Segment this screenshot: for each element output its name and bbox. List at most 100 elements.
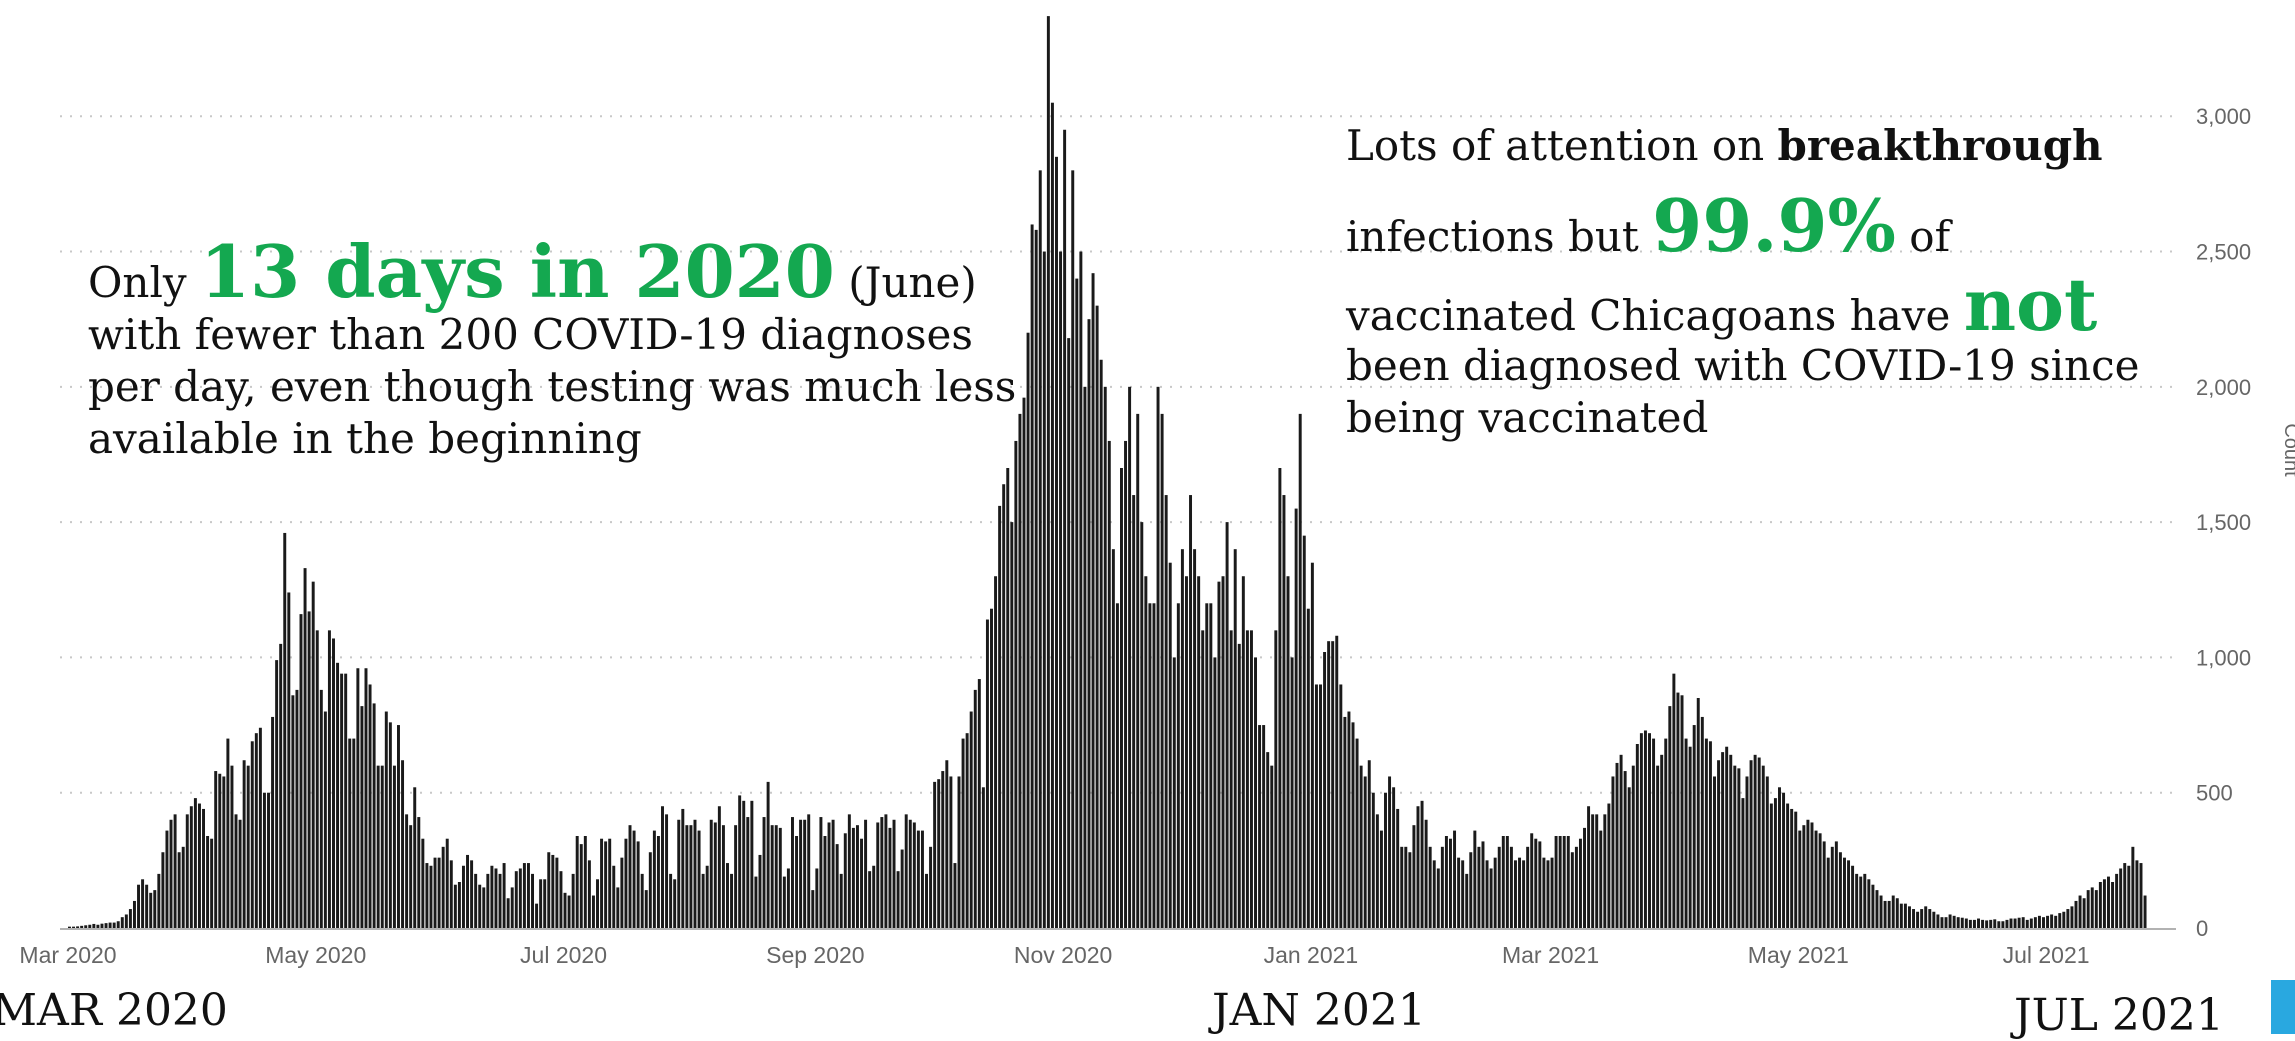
- bar: [502, 863, 506, 928]
- bar: [197, 803, 201, 928]
- bottom-label-center: JAN 2021: [1212, 985, 1426, 1036]
- bar: [1237, 643, 1241, 928]
- bar: [1120, 468, 1123, 928]
- bar: [384, 711, 388, 928]
- bar: [1010, 522, 1014, 928]
- bar: [1591, 814, 1595, 928]
- left-annotation-line3: per day, even though testing was much le…: [88, 362, 1017, 411]
- bar: [770, 825, 774, 928]
- bar: [827, 822, 831, 928]
- bar: [892, 819, 896, 928]
- bar: [860, 838, 864, 928]
- bar: [1140, 522, 1144, 928]
- bar: [1550, 857, 1554, 928]
- bar: [782, 876, 786, 928]
- bar: [835, 844, 839, 928]
- bar: [908, 819, 912, 928]
- bar: [1420, 800, 1424, 928]
- bar: [1643, 730, 1647, 928]
- bar: [1493, 857, 1497, 928]
- bar: [478, 884, 482, 928]
- bar: [246, 765, 250, 928]
- x-tick-label: Jul 2020: [520, 942, 607, 968]
- bar: [1522, 860, 1526, 928]
- bar: [1928, 909, 1932, 928]
- bar: [1245, 630, 1249, 928]
- bar: [2098, 882, 2102, 928]
- bar: [1201, 630, 1205, 928]
- bar: [1083, 386, 1087, 928]
- bar: [1270, 765, 1274, 928]
- annotation-text: infections but: [1346, 212, 1639, 261]
- bar: [1627, 787, 1631, 928]
- bar: [616, 887, 620, 928]
- bar: [1530, 833, 1534, 928]
- bar: [1843, 857, 1846, 928]
- bar: [1018, 413, 1022, 928]
- bar: [819, 817, 823, 928]
- bar: [1046, 16, 1050, 929]
- bar: [920, 830, 924, 928]
- bar: [2102, 879, 2106, 928]
- bar: [1920, 909, 1924, 928]
- bar: [1193, 549, 1197, 928]
- bar: [490, 865, 494, 928]
- bar: [1022, 397, 1026, 928]
- bar: [547, 852, 551, 928]
- bar: [1144, 576, 1148, 928]
- left-annotation-line2: with fewer than 200 COVID-19 diagnoses: [88, 310, 973, 359]
- bar: [815, 868, 819, 928]
- bar: [1294, 508, 1298, 928]
- bar: [1765, 776, 1769, 928]
- bar: [1944, 917, 1948, 928]
- bar: [2123, 863, 2127, 928]
- bar: [973, 689, 977, 928]
- bar: [571, 873, 575, 928]
- bar: [348, 738, 352, 928]
- bar: [880, 817, 884, 928]
- bar: [904, 814, 908, 928]
- bar: [360, 706, 364, 928]
- bar: [685, 825, 689, 928]
- annotation-text: of: [1909, 212, 1951, 261]
- bar: [445, 838, 449, 928]
- bar: [1668, 706, 1672, 928]
- bar: [746, 817, 750, 928]
- bar: [1798, 830, 1802, 928]
- bar: [1704, 738, 1708, 928]
- bar: [1717, 760, 1721, 928]
- bar: [612, 865, 616, 928]
- y-tick-label: 500: [2196, 781, 2233, 806]
- bar: [1794, 811, 1798, 928]
- bar: [632, 830, 636, 928]
- bar: [84, 925, 88, 928]
- bar: [230, 765, 234, 928]
- bar: [949, 776, 953, 928]
- bar: [453, 884, 457, 928]
- bar: [120, 917, 124, 928]
- bar: [1266, 752, 1270, 928]
- bar: [1997, 921, 2001, 928]
- bar: [2046, 915, 2050, 928]
- bar: [92, 923, 96, 928]
- bar: [1595, 814, 1599, 928]
- bar: [2090, 887, 2094, 928]
- bar-series: [68, 16, 2147, 929]
- bar: [2042, 917, 2045, 928]
- bar: [1652, 738, 1656, 928]
- bar: [1034, 229, 1038, 928]
- bar: [238, 819, 242, 928]
- bar: [112, 922, 116, 928]
- bar: [392, 765, 396, 928]
- bar: [1095, 305, 1099, 928]
- bar: [433, 857, 437, 928]
- bar: [283, 532, 287, 928]
- bar: [1254, 657, 1257, 928]
- bar: [1887, 900, 1891, 928]
- bar: [925, 873, 928, 928]
- y-tick-label: 1,000: [2196, 645, 2251, 670]
- bar: [72, 926, 76, 928]
- bar: [380, 765, 384, 928]
- x-axis-ticks: Mar 2020 May 2020 Jul 2020 Sep 2020 Nov 2020…: [19, 942, 2089, 968]
- bar: [307, 611, 311, 928]
